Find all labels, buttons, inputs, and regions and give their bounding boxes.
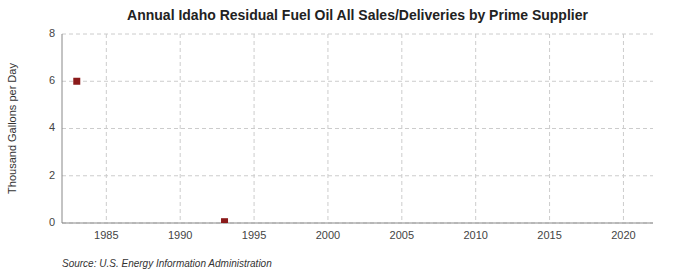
y-tick-label: 0 xyxy=(49,216,55,228)
source-note: Source: U.S. Energy Information Administ… xyxy=(62,258,272,269)
x-grid-line xyxy=(180,34,181,223)
x-tick-label: 2015 xyxy=(537,229,561,241)
x-tick-label: 2010 xyxy=(463,229,487,241)
x-tick-label: 2005 xyxy=(390,229,414,241)
x-grid-line xyxy=(106,34,107,223)
x-grid-line xyxy=(254,34,255,223)
x-tick-label: 1990 xyxy=(168,229,192,241)
x-tick-label: 1985 xyxy=(94,229,118,241)
point xyxy=(221,218,228,223)
grid xyxy=(62,34,653,223)
chart-svg: 0 2 4 6 8 1985 1990 1995 2000 2005 2010 2015 2020 Ann… xyxy=(0,0,675,275)
y-grid-line xyxy=(62,34,653,35)
y-axis-label: Thousand Gallons per Day xyxy=(6,63,18,194)
y-grid-line xyxy=(62,223,653,224)
chart-title: Annual Idaho Residual Fuel Oil All Sales… xyxy=(127,7,588,23)
y-grid-line xyxy=(62,128,653,129)
y-axis-line xyxy=(62,34,63,223)
y-tick-label: 4 xyxy=(49,121,55,133)
y-tick-label: 6 xyxy=(49,74,55,86)
y-tick-label: 8 xyxy=(49,27,55,39)
x-axis-line xyxy=(62,223,653,224)
chart-container: 0 2 4 6 8 1985 1990 1995 2000 2005 2010 2015 2020 Ann… xyxy=(0,0,675,275)
x-grid-line xyxy=(549,34,550,223)
x-tick-label: 2020 xyxy=(611,229,635,241)
y-tick-label: 2 xyxy=(49,169,55,181)
x-grid-line xyxy=(623,34,624,223)
y-grid-line xyxy=(62,81,653,82)
x-grid-line xyxy=(475,34,476,223)
x-tick-label: 1995 xyxy=(242,229,266,241)
points xyxy=(73,78,228,223)
x-grid-line xyxy=(401,34,402,223)
x-tick-label: 2000 xyxy=(316,229,340,241)
y-grid-line xyxy=(62,175,653,176)
x-grid-line xyxy=(327,34,328,223)
point xyxy=(73,78,80,85)
